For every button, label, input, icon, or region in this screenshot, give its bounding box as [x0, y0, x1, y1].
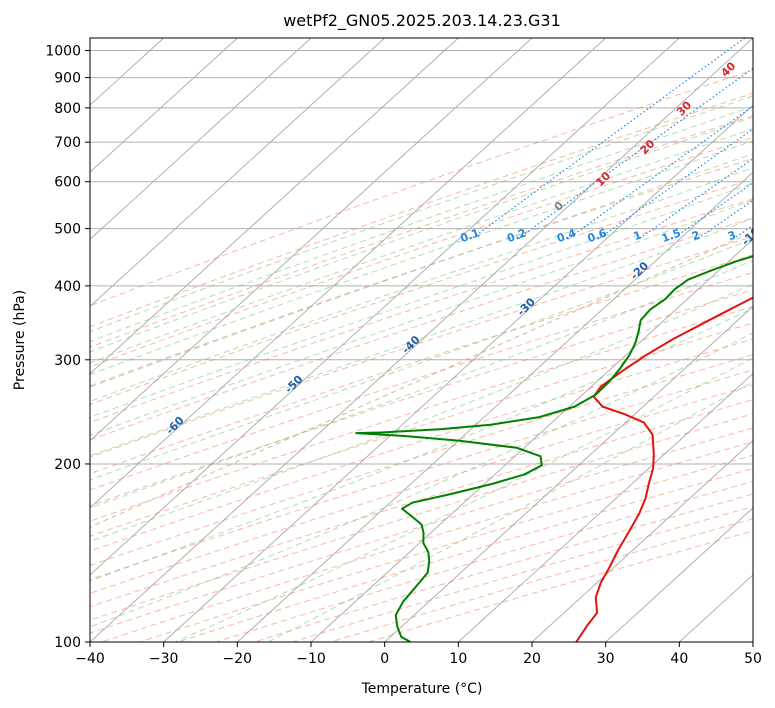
plot-frame-border — [89, 37, 754, 643]
moist-adiabat — [90, 259, 753, 509]
mixing-ratio-label: 0.6 — [586, 226, 609, 245]
dry-adiabat — [90, 136, 753, 368]
mixing-ratio-label: 0.4 — [555, 226, 578, 245]
isotherm-line — [457, 372, 753, 642]
plot-frame — [89, 37, 754, 643]
isotherm-line — [531, 439, 753, 642]
y-tick-label: 300 — [54, 353, 81, 369]
x-tick-label: 30 — [597, 651, 615, 667]
isotherm-line — [90, 38, 386, 308]
y-tick-label: 800 — [54, 101, 81, 117]
x-axis-title: Temperature (°C) — [361, 681, 483, 697]
y-tick-label: 1000 — [45, 44, 81, 60]
isotherm-line — [90, 38, 238, 173]
isotherm-line — [236, 171, 753, 642]
mixing-ratio-line — [760, 38, 775, 239]
isotherm-line — [90, 38, 753, 642]
mixing-ratio-label: 4 — [753, 228, 765, 243]
moist-adiabat — [90, 199, 753, 436]
isotherm-line — [310, 238, 753, 642]
mixing-ratio-line — [567, 105, 753, 240]
isotherm-line — [90, 38, 459, 375]
y-tick-label: 400 — [54, 279, 81, 295]
isotherm-line — [90, 38, 312, 241]
mixing-ratio-label: 1.5 — [660, 226, 683, 245]
chart-title: wetPf2_GN05.2025.203.14.23.G31 — [283, 11, 561, 31]
mixing-ratio-label: 2 — [690, 228, 702, 243]
dry-adiabat — [90, 178, 753, 405]
y-tick-label: 100 — [54, 635, 81, 651]
isotherm-line — [90, 38, 607, 509]
x-tick-label: 50 — [744, 651, 762, 667]
isotherm-line — [163, 104, 753, 642]
mixing-ratio-label: 0.2 — [505, 226, 528, 245]
dry-adiabat — [90, 354, 753, 566]
x-tick-label: 0 — [380, 651, 389, 667]
dry-adiabat — [90, 157, 753, 387]
y-tick-label: 500 — [54, 222, 81, 238]
x-tick-label: 40 — [670, 651, 688, 667]
y-tick-label: 900 — [54, 71, 81, 87]
moist-adiabat — [90, 167, 753, 402]
isotherm-line — [752, 641, 753, 642]
dry-adiabat — [90, 427, 753, 634]
dry-adiabat — [139, 454, 753, 642]
x-tick-label: −20 — [223, 651, 253, 667]
dry-adiabat — [90, 115, 753, 348]
moist-adiabat — [90, 307, 753, 582]
dry-adiabat — [90, 198, 753, 424]
isotherm-line — [384, 305, 753, 642]
x-tick-label: −40 — [75, 651, 105, 667]
y-tick-label: 700 — [54, 135, 81, 151]
x-tick-label: −10 — [296, 651, 326, 667]
dry-adiabat — [90, 69, 753, 307]
y-axis: 1000 900 800 700 600 500 400 300 200 100 — [45, 44, 90, 651]
y-axis-title: Pressure (hPa) — [12, 290, 28, 390]
temperature-profile — [575, 296, 753, 642]
y-tick-label: 600 — [54, 175, 81, 191]
sounding-profiles — [355, 255, 753, 642]
moist-adiabat — [90, 153, 753, 388]
x-axis: −40 −30 −20 −10 0 10 20 30 40 50 — [75, 642, 762, 667]
x-tick-label: 20 — [523, 651, 541, 667]
moist-adiabat — [90, 283, 753, 542]
mixing-ratio-label: 3 — [726, 228, 738, 243]
mixing-ratio-line — [470, 38, 746, 240]
dry-adiabat — [101, 441, 753, 642]
moist-adiabat — [90, 140, 753, 376]
moist-adiabat — [90, 116, 753, 353]
isotherm-line — [90, 38, 680, 576]
dewpoint-profile — [355, 255, 753, 642]
y-tick-label: 200 — [54, 457, 81, 473]
moist-adiabat — [267, 381, 753, 642]
moist-adiabat — [90, 182, 753, 418]
background-lines — [90, 38, 775, 642]
x-tick-label: −30 — [149, 651, 179, 667]
x-tick-label: 10 — [449, 651, 467, 667]
isotherm-line — [90, 38, 533, 442]
mixing-ratio-label: 1 — [632, 228, 644, 243]
dry-adiabat — [90, 338, 753, 552]
mixing-ratio-label: 0.1 — [459, 226, 482, 245]
dry-adiabat — [215, 480, 753, 642]
dry-adiabat — [177, 467, 753, 642]
